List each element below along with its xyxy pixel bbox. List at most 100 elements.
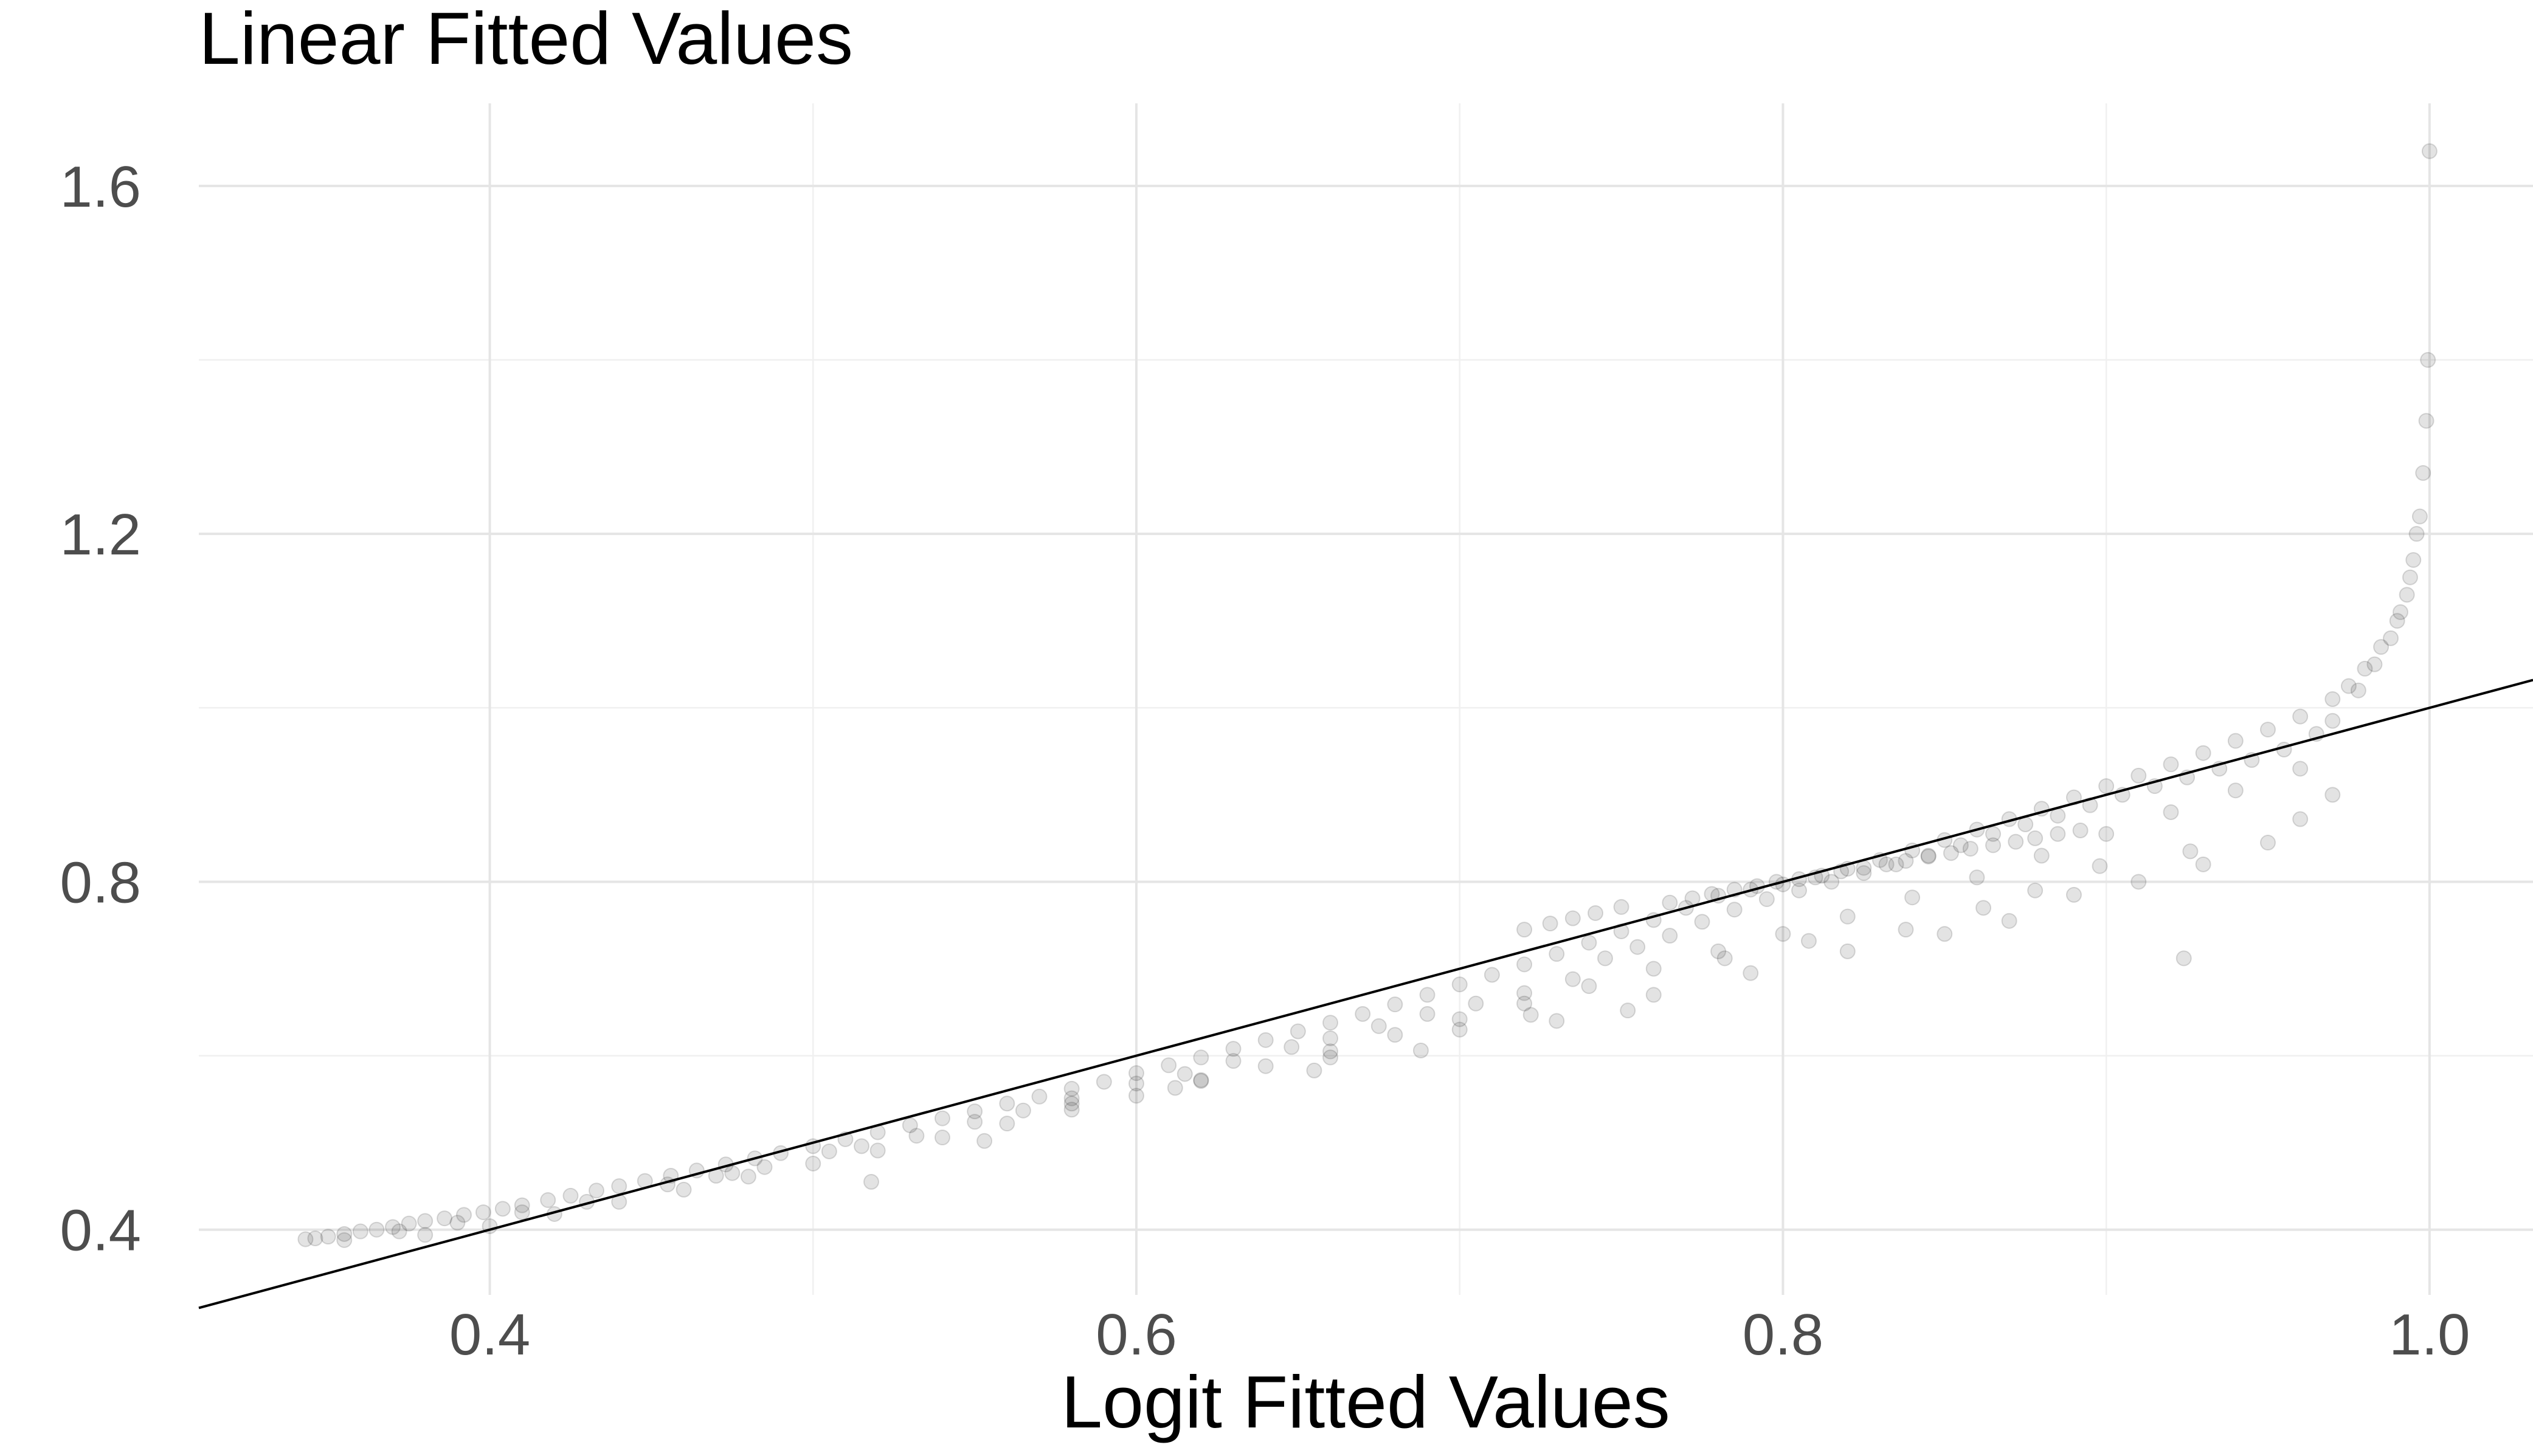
data-point — [756, 1159, 773, 1175]
data-point — [1952, 837, 1969, 854]
data-point — [352, 1223, 368, 1240]
data-point — [2050, 826, 2066, 842]
data-point — [297, 1231, 314, 1247]
data-point — [562, 1187, 579, 1204]
data-point — [2392, 604, 2408, 620]
line-layer — [198, 678, 2533, 1309]
data-point — [1167, 1080, 1183, 1096]
data-point — [1629, 939, 1646, 955]
y-tick-label: 0.8 — [60, 850, 141, 915]
data-point — [1645, 961, 1662, 977]
x-tick-label: 0.8 — [1743, 1302, 1823, 1367]
data-point — [2227, 733, 2244, 749]
data-point — [1063, 1090, 1080, 1106]
data-point — [821, 1143, 837, 1159]
data-point — [1743, 965, 1759, 981]
data-point — [1516, 985, 1533, 1001]
data-point — [385, 1219, 401, 1235]
data-point — [1800, 933, 1817, 949]
data-point — [2027, 830, 2044, 846]
data-point — [1684, 890, 1701, 906]
data-point — [863, 1174, 879, 1190]
data-point — [2383, 630, 2399, 646]
data-point — [2072, 823, 2089, 839]
data-point — [1128, 1075, 1144, 1092]
data-point — [1468, 995, 1484, 1012]
data-point — [1193, 1073, 1209, 1089]
data-point — [1597, 950, 1613, 967]
tick-label-layer: 0.4 0.6 0.8 1.0 0.4 0.8 1.2 1.6 — [60, 154, 2470, 1367]
data-point — [1694, 914, 1710, 930]
data-point — [967, 1114, 983, 1130]
data-point — [2227, 782, 2244, 799]
data-point — [1225, 1053, 1242, 1069]
data-point — [1985, 826, 2002, 842]
data-point — [1839, 908, 1856, 925]
data-point — [1451, 1011, 1468, 1027]
data-point — [1096, 1074, 1112, 1090]
data-point — [1522, 1007, 1539, 1023]
data-point — [2373, 639, 2390, 655]
data-point — [2418, 413, 2435, 429]
data-point — [456, 1207, 472, 1223]
data-point — [2350, 682, 2366, 699]
data-point — [1419, 1006, 1436, 1022]
data-point — [1856, 860, 1872, 876]
data-point — [724, 1165, 741, 1181]
data-point — [908, 1128, 925, 1144]
y-tick-label: 0.4 — [60, 1198, 141, 1263]
data-point — [417, 1227, 434, 1243]
data-point — [740, 1168, 756, 1185]
data-point — [1355, 1006, 1371, 1022]
data-point — [2130, 874, 2147, 890]
data-point — [2033, 847, 2050, 864]
data-point — [589, 1182, 605, 1199]
data-point — [854, 1138, 870, 1154]
data-point — [1451, 976, 1468, 993]
data-point — [1758, 891, 1775, 908]
data-point — [1257, 1058, 1274, 1074]
data-point — [999, 1116, 1015, 1132]
data-point — [2389, 613, 2405, 629]
data-point — [417, 1213, 434, 1229]
data-point — [1370, 1018, 1387, 1034]
data-point — [1451, 1021, 1468, 1038]
data-point — [1284, 1039, 1300, 1055]
data-point — [1549, 946, 1565, 962]
data-point — [1549, 1013, 1565, 1029]
data-point — [1387, 1027, 1403, 1043]
data-point — [1588, 905, 1604, 921]
data-point — [320, 1229, 336, 1245]
data-point — [336, 1226, 353, 1242]
data-point — [307, 1230, 323, 1247]
data-point — [2324, 787, 2341, 803]
data-point — [494, 1201, 511, 1217]
data-point — [611, 1178, 627, 1195]
data-point — [449, 1215, 466, 1231]
x-tick-label: 0.4 — [449, 1302, 530, 1367]
data-point — [999, 1095, 1015, 1112]
data-point — [1290, 1023, 1306, 1040]
data-point — [2357, 660, 2373, 677]
data-point — [1063, 1080, 1080, 1097]
data-point — [2050, 807, 2066, 824]
data-point — [1128, 1065, 1144, 1082]
data-point — [676, 1181, 692, 1198]
data-point — [437, 1210, 453, 1227]
data-point — [1975, 900, 1992, 916]
data-point — [1856, 865, 1872, 882]
data-point — [2098, 778, 2115, 795]
data-point — [1257, 1032, 1274, 1048]
chart-title: Linear Fitted Values — [199, 0, 853, 80]
data-point — [1306, 1062, 1322, 1078]
data-point — [2415, 465, 2431, 481]
data-point — [934, 1110, 950, 1127]
data-point — [2017, 816, 2034, 833]
data-point — [2420, 352, 2436, 368]
data-point — [540, 1192, 556, 1209]
data-point — [1920, 847, 1937, 864]
data-point — [1662, 894, 1678, 911]
x-axis-label: Logit Fitted Values — [1061, 1361, 1670, 1443]
data-point — [1581, 978, 1597, 995]
data-point — [1387, 996, 1403, 1013]
